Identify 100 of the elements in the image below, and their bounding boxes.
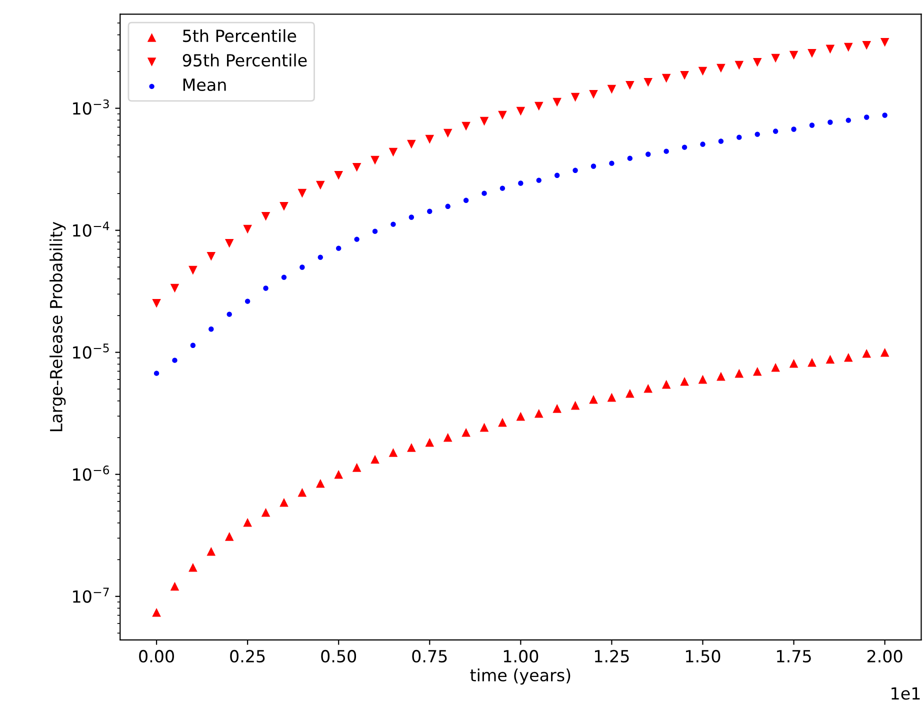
point xyxy=(261,212,270,221)
point xyxy=(607,392,616,402)
point xyxy=(462,428,470,437)
point xyxy=(427,208,432,214)
y-tick-label: 10$^{−7}$ xyxy=(73,588,109,603)
point xyxy=(844,42,853,52)
point xyxy=(224,238,234,248)
point xyxy=(244,298,250,304)
point xyxy=(862,348,871,358)
point xyxy=(736,134,742,140)
point xyxy=(552,404,562,413)
point xyxy=(463,198,469,203)
point xyxy=(534,409,544,418)
point xyxy=(170,284,180,293)
point xyxy=(789,50,798,60)
point xyxy=(700,142,706,147)
point xyxy=(644,78,653,87)
point xyxy=(206,252,216,261)
point xyxy=(352,162,362,172)
point xyxy=(644,384,653,393)
x-tick-label: 0.75 xyxy=(412,650,447,663)
point xyxy=(570,400,580,410)
point xyxy=(864,114,870,120)
point xyxy=(243,518,252,527)
point xyxy=(716,372,726,381)
point xyxy=(609,160,614,166)
legend-label: 95th Percentile xyxy=(182,54,307,67)
point xyxy=(370,454,380,464)
point xyxy=(626,388,634,398)
y-tick-label: 10$^{−5}$ xyxy=(73,344,109,359)
point xyxy=(752,367,762,376)
point xyxy=(261,508,270,517)
point xyxy=(500,186,506,191)
point xyxy=(188,562,198,572)
point xyxy=(336,246,342,251)
point xyxy=(572,168,578,173)
point xyxy=(552,98,562,107)
point xyxy=(570,92,580,102)
point xyxy=(354,236,360,242)
x-tick-label: 1.75 xyxy=(777,650,811,663)
point xyxy=(316,478,325,488)
point xyxy=(462,122,470,131)
point xyxy=(390,222,396,227)
point xyxy=(808,358,816,367)
y-axis-title: Large-Release Probability xyxy=(50,222,66,432)
point xyxy=(682,144,688,150)
point xyxy=(480,116,489,126)
point xyxy=(772,128,778,134)
point xyxy=(206,546,216,556)
point xyxy=(607,84,616,94)
point xyxy=(334,170,343,180)
x-tick-label: 1.00 xyxy=(504,650,538,663)
x-tick-label: 0.50 xyxy=(321,650,356,663)
point xyxy=(372,228,378,234)
point xyxy=(170,582,180,591)
point xyxy=(152,608,161,617)
point xyxy=(826,354,835,364)
point xyxy=(408,214,414,220)
point xyxy=(480,422,489,432)
point xyxy=(716,64,726,73)
x-tick-label: 0.25 xyxy=(230,650,265,663)
point xyxy=(589,394,598,404)
point xyxy=(316,180,325,190)
point xyxy=(771,362,780,372)
point xyxy=(281,274,287,280)
point xyxy=(300,264,305,270)
point xyxy=(516,106,526,116)
point xyxy=(154,370,160,376)
point xyxy=(243,224,252,234)
point xyxy=(718,138,724,144)
point xyxy=(808,48,816,58)
point xyxy=(263,286,268,291)
point xyxy=(152,298,161,308)
y-tick-label: 10$^{−3}$ xyxy=(73,99,109,115)
point xyxy=(425,134,434,144)
text: 1e1 xyxy=(892,687,920,700)
point xyxy=(680,71,689,80)
point xyxy=(734,368,744,378)
point xyxy=(809,122,815,128)
point xyxy=(662,380,671,389)
point xyxy=(352,463,362,472)
point xyxy=(516,412,526,421)
point xyxy=(370,156,380,165)
x-axis-title: time (years) xyxy=(470,668,570,685)
point xyxy=(590,164,596,169)
point xyxy=(589,90,598,99)
point xyxy=(734,60,744,70)
x-tick-label: 1.25 xyxy=(594,650,629,663)
point xyxy=(172,358,178,363)
point xyxy=(554,172,560,178)
x-tick-label: 2.00 xyxy=(867,650,902,663)
point xyxy=(791,126,796,132)
point xyxy=(190,342,196,348)
point xyxy=(298,488,307,497)
point xyxy=(698,66,708,76)
point xyxy=(664,148,669,154)
point xyxy=(445,204,450,210)
point xyxy=(298,188,307,198)
point xyxy=(662,74,671,83)
point xyxy=(334,470,343,479)
